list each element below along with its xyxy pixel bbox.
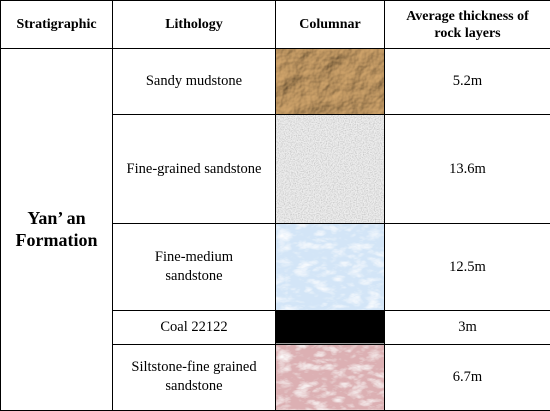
lithology-label-line1: Fine-medium bbox=[155, 249, 233, 265]
header-columnar: Columnar bbox=[276, 1, 385, 49]
lithology-label: Sandy mudstone bbox=[146, 73, 242, 89]
header-thickness-line2: rock layers bbox=[434, 26, 500, 41]
lithology-label-line1: Siltstone-fine grained bbox=[131, 359, 256, 375]
lithology-label-line2: sandstone bbox=[165, 378, 222, 394]
siltstone-swatch bbox=[276, 345, 384, 410]
lithology-cell: Coal 22122 bbox=[113, 311, 276, 344]
columnar-cell bbox=[276, 311, 385, 344]
thickness-cell: 3m bbox=[385, 311, 550, 344]
formation-name-line1: Yan’ an bbox=[27, 208, 85, 228]
thickness-cell: 12.5m bbox=[385, 224, 550, 311]
table-row: Yan’ an Formation Sandy mudstone 5.2m bbox=[1, 49, 550, 115]
lithology-cell: Siltstone-fine grained sandstone bbox=[113, 344, 276, 410]
lithology-label: Coal 22122 bbox=[160, 319, 227, 335]
sandy-mudstone-swatch bbox=[276, 49, 384, 114]
columnar-cell bbox=[276, 49, 385, 115]
header-lithology: Lithology bbox=[113, 1, 276, 49]
thickness-cell: 13.6m bbox=[385, 115, 550, 224]
header-thickness-line1: Average thickness of bbox=[406, 9, 529, 24]
lithology-cell: Sandy mudstone bbox=[113, 49, 276, 115]
columnar-cell bbox=[276, 224, 385, 311]
header-average-thickness: Average thickness of rock layers bbox=[385, 1, 550, 49]
formation-name-line2: Formation bbox=[16, 230, 98, 250]
coal-swatch bbox=[276, 311, 384, 343]
header-stratigraphic: Stratigraphic bbox=[1, 1, 113, 49]
formation-cell: Yan’ an Formation bbox=[1, 49, 113, 411]
lithology-label-line2: sandstone bbox=[165, 268, 222, 284]
columnar-cell bbox=[276, 344, 385, 410]
fine-medium-sandstone-swatch bbox=[276, 224, 384, 310]
header-row: Stratigraphic Lithology Columnar Average… bbox=[1, 1, 550, 49]
thickness-cell: 6.7m bbox=[385, 344, 550, 410]
columnar-cell bbox=[276, 115, 385, 224]
lithology-label: Fine-grained sandstone bbox=[127, 161, 262, 177]
lithology-cell: Fine-medium sandstone bbox=[113, 224, 276, 311]
fine-grained-sandstone-swatch bbox=[276, 115, 384, 223]
thickness-cell: 5.2m bbox=[385, 49, 550, 115]
lithology-cell: Fine-grained sandstone bbox=[113, 115, 276, 224]
